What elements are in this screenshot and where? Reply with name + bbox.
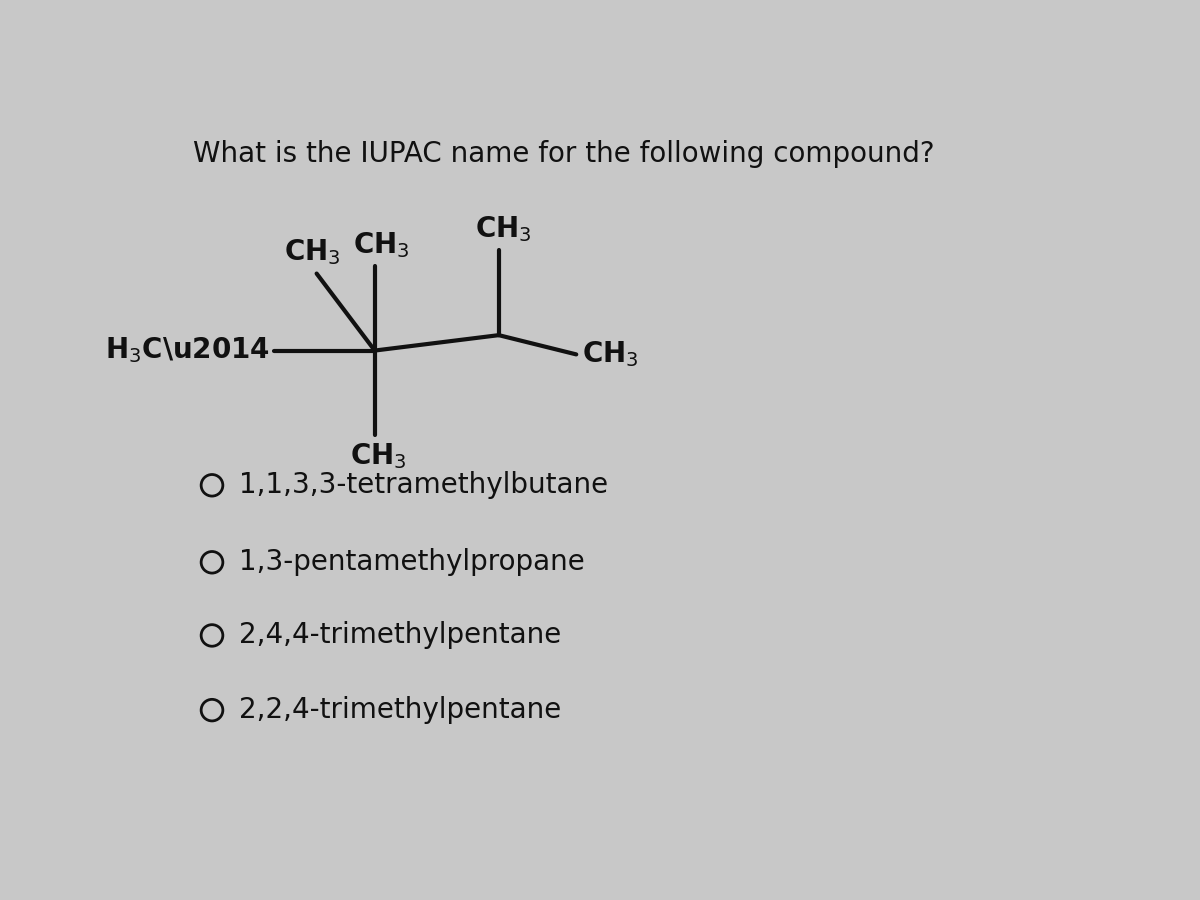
- Text: CH$_3$: CH$_3$: [582, 339, 640, 369]
- Text: CH$_3$: CH$_3$: [284, 238, 341, 267]
- Text: CH$_3$: CH$_3$: [353, 230, 409, 260]
- Text: 1,3-pentamethylpropane: 1,3-pentamethylpropane: [239, 548, 584, 576]
- Text: CH$_3$: CH$_3$: [475, 214, 532, 244]
- Text: 1,1,3,3-tetramethylbutane: 1,1,3,3-tetramethylbutane: [239, 472, 608, 500]
- Text: What is the IUPAC name for the following compound?: What is the IUPAC name for the following…: [193, 140, 935, 168]
- Text: 2,2,4-trimethylpentane: 2,2,4-trimethylpentane: [239, 696, 562, 725]
- Text: H$_3$C\u2014: H$_3$C\u2014: [106, 336, 270, 365]
- Text: 2,4,4-trimethylpentane: 2,4,4-trimethylpentane: [239, 622, 562, 650]
- Text: CH$_3$: CH$_3$: [350, 441, 407, 472]
